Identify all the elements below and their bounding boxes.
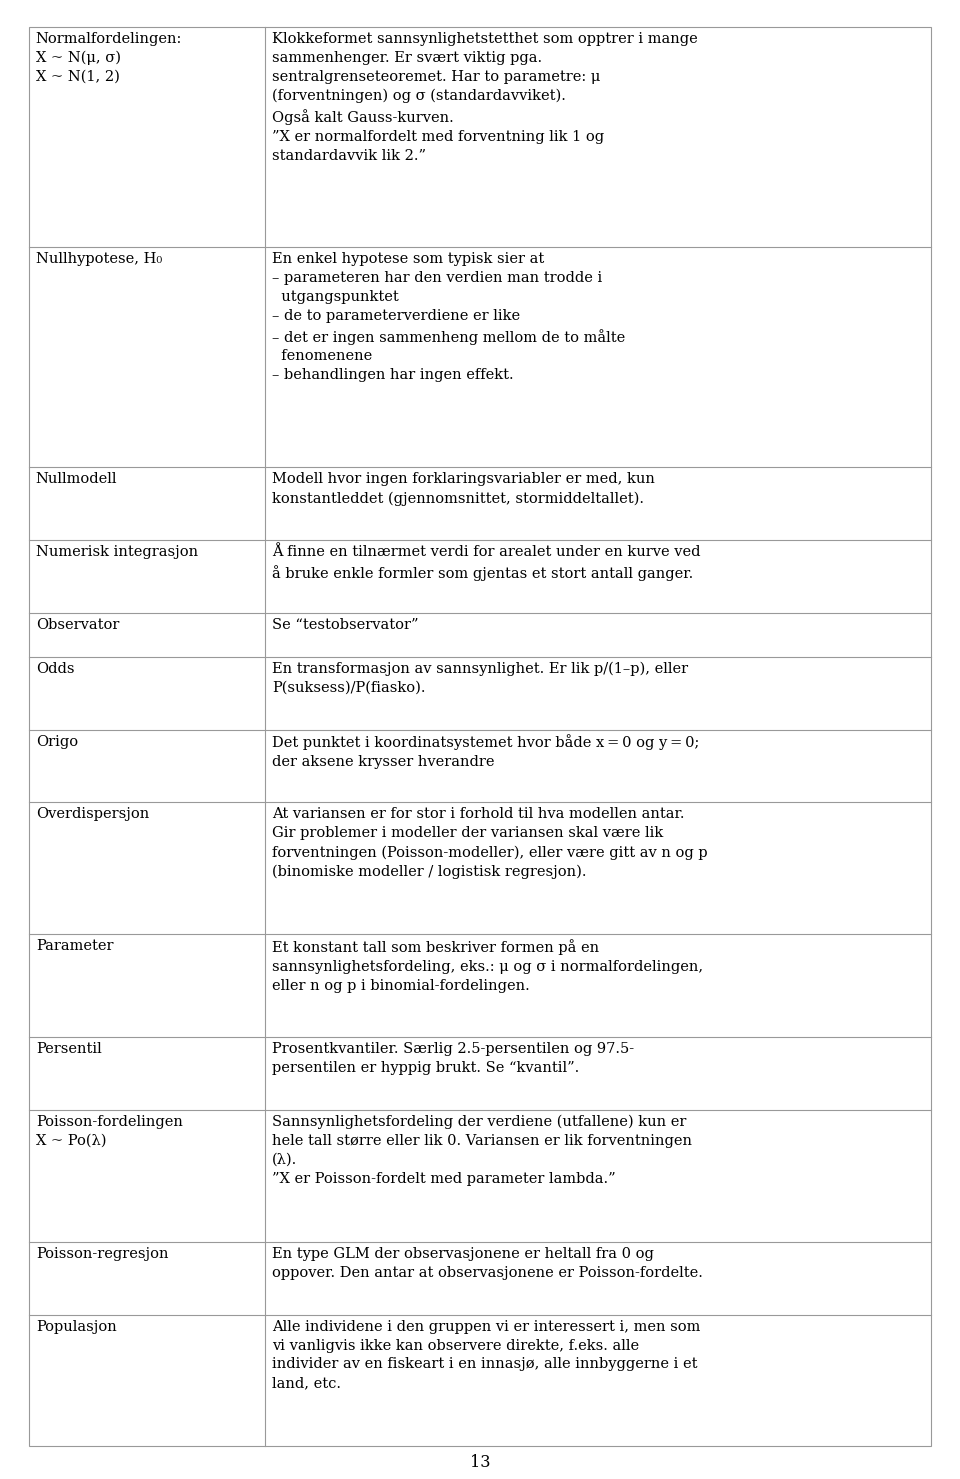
Text: 13: 13 bbox=[469, 1454, 491, 1472]
Text: Overdispersjon: Overdispersjon bbox=[36, 808, 149, 821]
Text: Persentil: Persentil bbox=[36, 1041, 102, 1056]
Text: Numerisk integrasjon: Numerisk integrasjon bbox=[36, 546, 198, 559]
Text: Observator: Observator bbox=[36, 618, 119, 632]
Text: Populasjon: Populasjon bbox=[36, 1319, 116, 1334]
Text: Sannsynlighetsfordeling der verdiene (utfallene) kun er
hele tall større eller l: Sannsynlighetsfordeling der verdiene (ut… bbox=[273, 1115, 692, 1186]
Text: Nullmodell: Nullmodell bbox=[36, 472, 117, 487]
Text: Prosentkvantiler. Særlig 2.5-persentilen og 97.5-
persentilen er hyppig brukt. S: Prosentkvantiler. Særlig 2.5-persentilen… bbox=[273, 1041, 635, 1075]
Text: En enkel hypotese som typisk sier at
– parameteren har den verdien man trodde i
: En enkel hypotese som typisk sier at – p… bbox=[273, 251, 626, 383]
Text: Å finne en tilnærmet verdi for arealet under en kurve ved
å bruke enkle formler : Å finne en tilnærmet verdi for arealet u… bbox=[273, 546, 701, 581]
Text: Poisson-fordelingen
X ~ Po(λ): Poisson-fordelingen X ~ Po(λ) bbox=[36, 1115, 182, 1148]
Text: Det punktet i koordinatsystemet hvor både x = 0 og y = 0;
der aksene krysser hve: Det punktet i koordinatsystemet hvor båd… bbox=[273, 735, 700, 769]
Text: En transformasjon av sannsynlighet. Er lik p/(1–p), eller
P(suksess)/P(fiasko).: En transformasjon av sannsynlighet. Er l… bbox=[273, 661, 688, 695]
Text: Origo: Origo bbox=[36, 735, 78, 748]
Text: En type GLM der observasjonene er heltall fra 0 og
oppover. Den antar at observa: En type GLM der observasjonene er heltal… bbox=[273, 1247, 703, 1279]
Text: Se “testobservator”: Se “testobservator” bbox=[273, 618, 419, 632]
Text: At variansen er for stor i forhold til hva modellen antar.
Gir problemer i model: At variansen er for stor i forhold til h… bbox=[273, 808, 708, 880]
Text: Normalfordelingen:
X ~ N(μ, σ)
X ~ N(1, 2): Normalfordelingen: X ~ N(μ, σ) X ~ N(1, … bbox=[36, 31, 182, 84]
Text: Modell hvor ingen forklaringsvariabler er med, kun
konstantleddet (gjennomsnitte: Modell hvor ingen forklaringsvariabler e… bbox=[273, 472, 655, 506]
Text: Parameter: Parameter bbox=[36, 939, 113, 954]
Text: Nullhypotese, H₀: Nullhypotese, H₀ bbox=[36, 251, 162, 266]
Text: Et konstant tall som beskriver formen på en
sannsynlighetsfordeling, eks.: μ og : Et konstant tall som beskriver formen på… bbox=[273, 939, 704, 994]
Text: Klokkeformet sannsynlighetstetthet som opptrer i mange
sammenhenger. Er svært vi: Klokkeformet sannsynlighetstetthet som o… bbox=[273, 31, 698, 163]
Text: Poisson-regresjon: Poisson-regresjon bbox=[36, 1247, 168, 1260]
Text: Alle individene i den gruppen vi er interessert i, men som
vi vanligvis ikke kan: Alle individene i den gruppen vi er inte… bbox=[273, 1319, 701, 1390]
Text: Odds: Odds bbox=[36, 661, 74, 676]
